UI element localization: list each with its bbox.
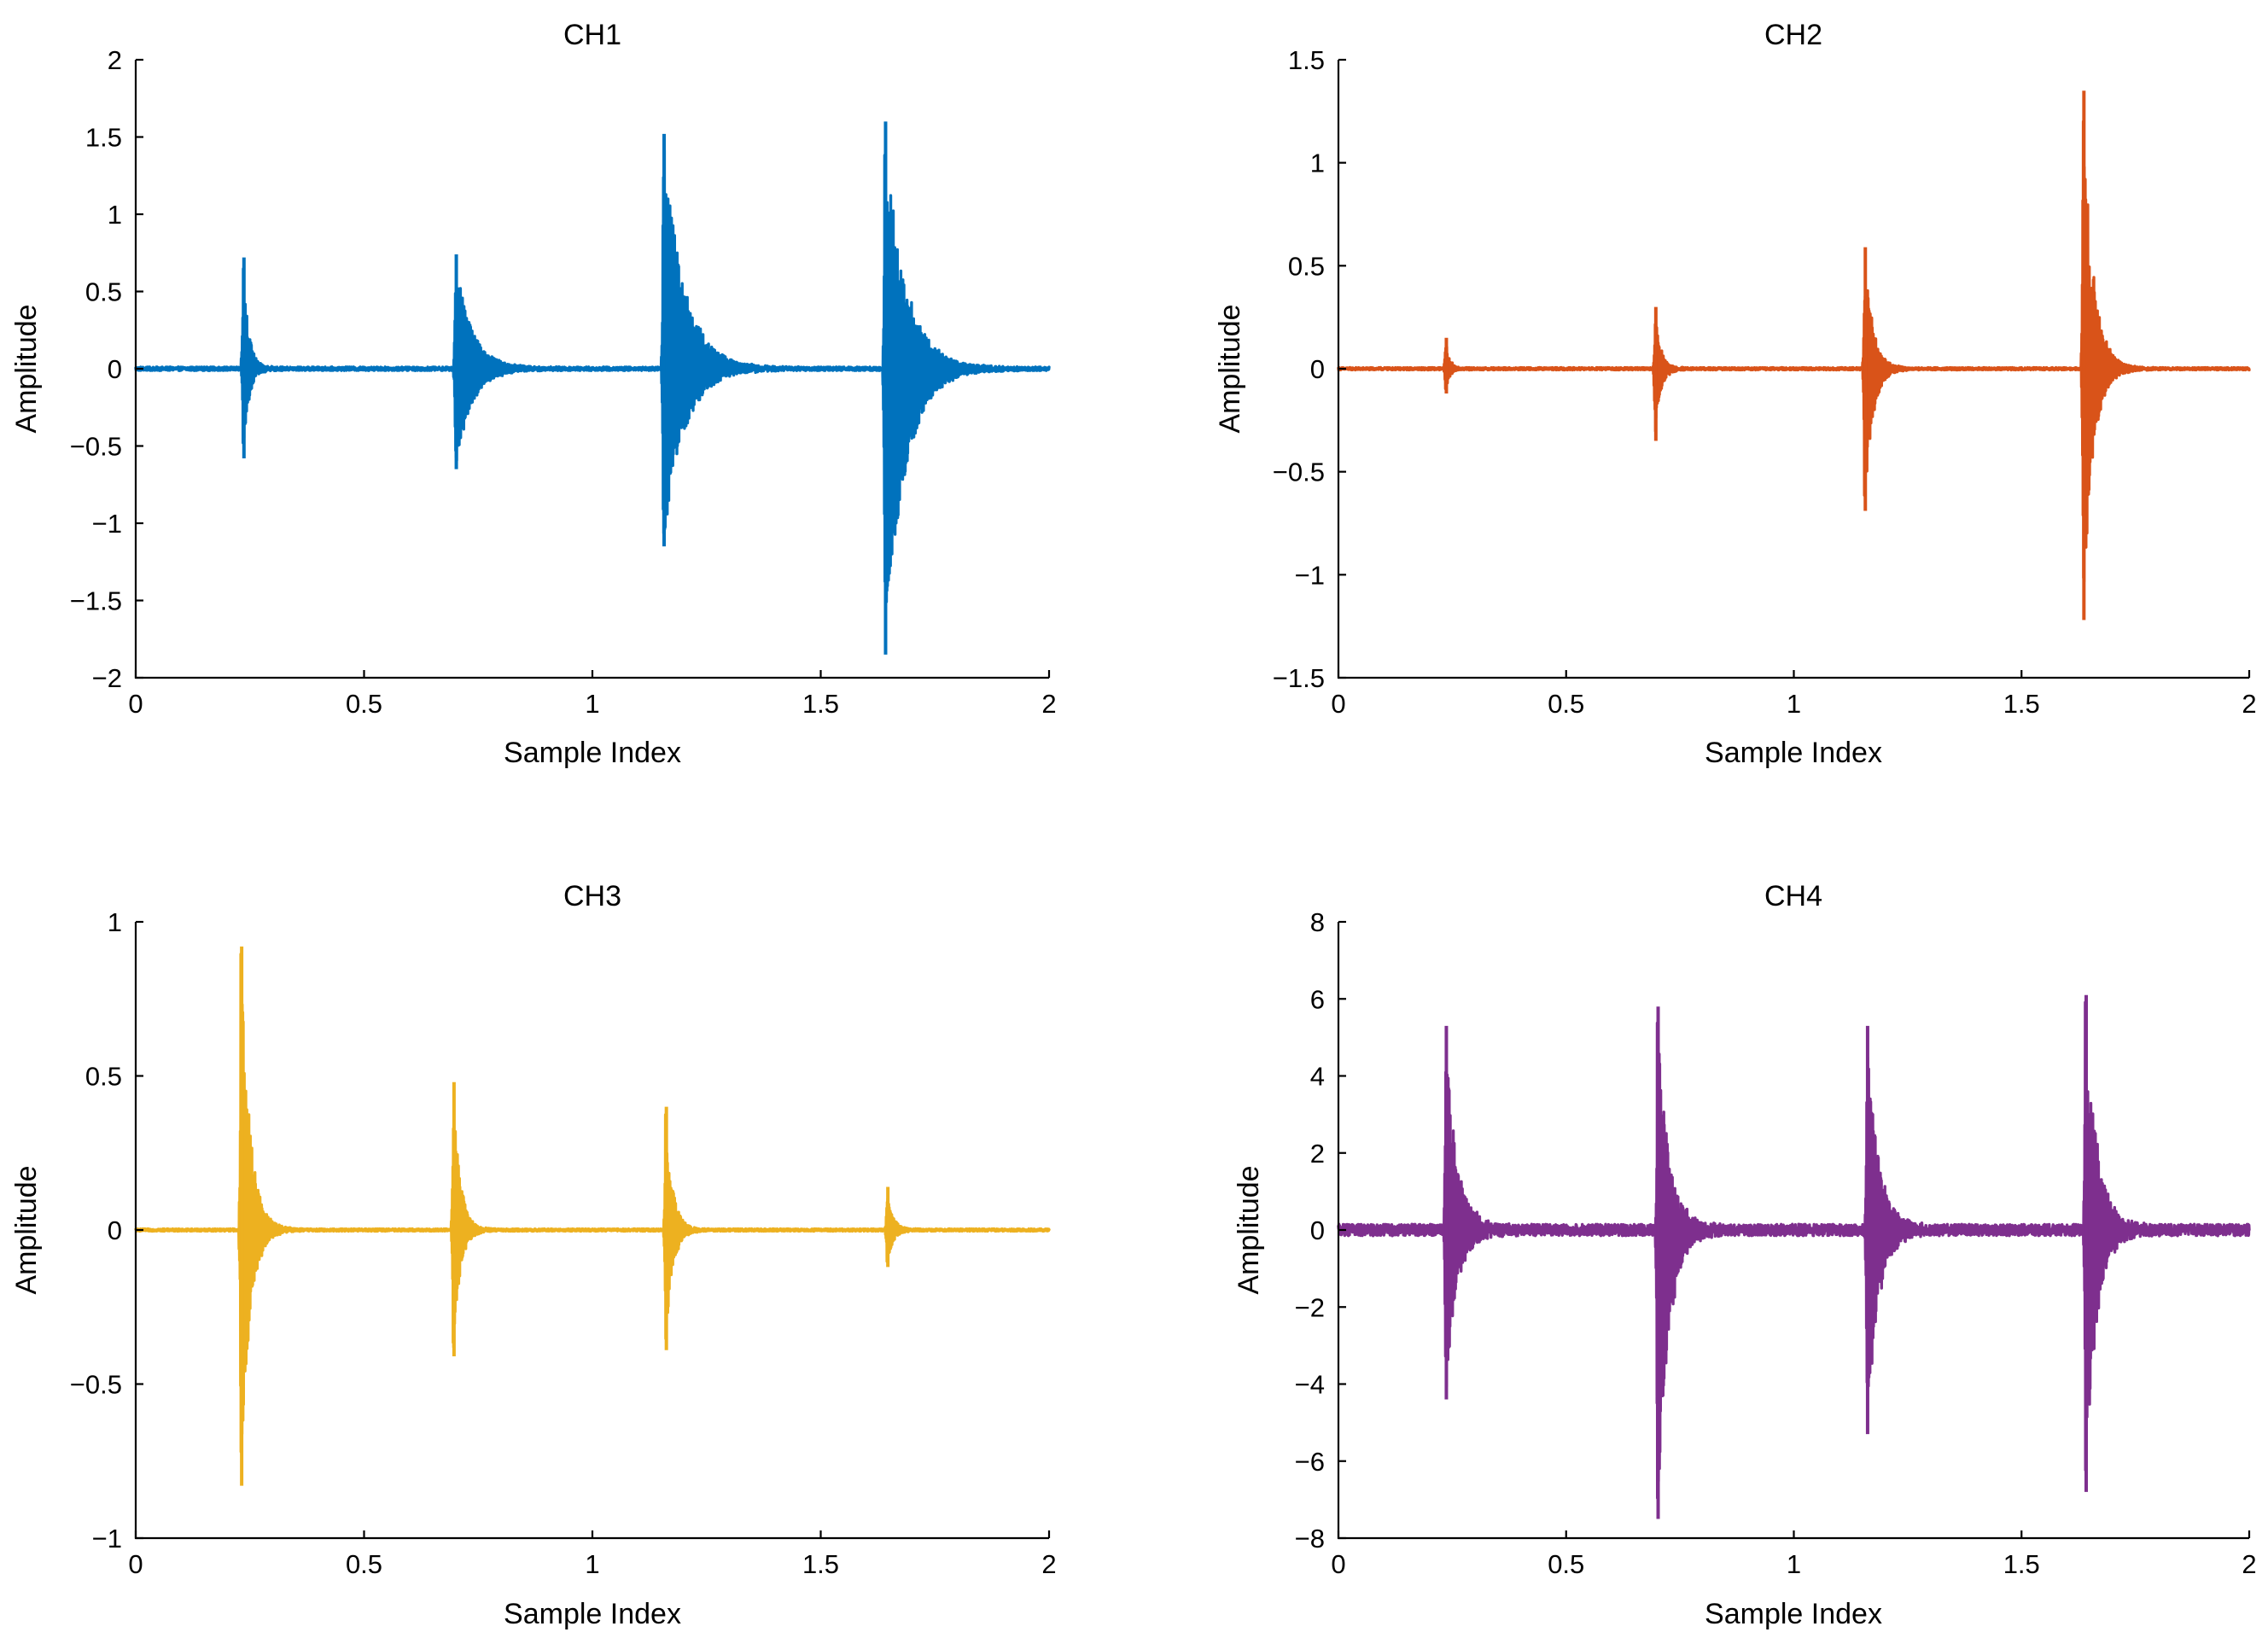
chart-title: CH3 xyxy=(563,880,621,912)
x-tick-label: 1 xyxy=(1787,1549,1801,1579)
y-tick-label: −2 xyxy=(92,663,122,693)
y-tick-label: 4 xyxy=(1310,1062,1325,1092)
y-tick-label: 0.5 xyxy=(85,1062,122,1092)
y-axis-label: Amplitude xyxy=(10,1165,43,1294)
x-tick-label: 1 xyxy=(585,1549,599,1579)
x-axis-label: Sample Index xyxy=(504,1598,681,1630)
x-tick-label: 0 xyxy=(128,689,143,719)
y-tick-label: −4 xyxy=(1295,1370,1325,1400)
y-tick-label: 1 xyxy=(108,200,122,230)
y-tick-label: 0.5 xyxy=(85,277,122,307)
series-line-ch3 xyxy=(134,953,1051,1454)
y-tick-label: −8 xyxy=(1295,1524,1325,1553)
y-tick-label: −6 xyxy=(1295,1447,1325,1477)
y-tick-label: 1.5 xyxy=(85,123,122,153)
y-tick-label: −1.5 xyxy=(1273,663,1325,693)
y-tick-label: 0 xyxy=(1310,1215,1325,1245)
y-tick-label: −1 xyxy=(1295,560,1325,590)
x-tick-label: 0.5 xyxy=(1548,1549,1584,1579)
series-line-ch2 xyxy=(1337,119,2251,583)
x-tick-label: 2 xyxy=(1041,689,1056,719)
y-tick-label: −1.5 xyxy=(70,586,122,616)
chart-panel-ch3: CH3 0 0.5 1 1.5 2 −1 −0.5 0 0.5 1 Sample Index Am… xyxy=(10,880,1057,1630)
y-tick-label: −0.5 xyxy=(70,1370,122,1400)
y-tick-label: 0 xyxy=(108,1215,122,1245)
x-tick-label: 0 xyxy=(1331,1549,1345,1579)
series-line-ch4 xyxy=(1337,1000,2251,1500)
chart-title: CH1 xyxy=(563,19,621,51)
x-tick-label: 2 xyxy=(1041,1549,1056,1579)
x-tick-label: 0.5 xyxy=(346,689,382,719)
x-tick-label: 1 xyxy=(1787,689,1801,719)
y-tick-label: 0 xyxy=(1310,354,1325,384)
x-tick-label: 0 xyxy=(1331,689,1345,719)
y-tick-label: 0 xyxy=(108,354,122,384)
y-tick-label: 1 xyxy=(108,907,122,937)
x-tick-label: 0 xyxy=(128,1549,143,1579)
y-tick-label: 8 xyxy=(1310,907,1325,937)
chart-panel-ch1: CH1 0 0.5 1 1.5 2 −2 −1.5 −1 −0.5 0 0.5 1 1.5 2 Sampl… xyxy=(10,19,1057,769)
y-tick-label: 6 xyxy=(1310,984,1325,1014)
y-tick-label: 1 xyxy=(1310,149,1325,178)
x-tick-label: 1.5 xyxy=(2003,689,2040,719)
y-tick-label: −0.5 xyxy=(70,432,122,462)
y-tick-label: 0.5 xyxy=(1288,251,1325,281)
y-tick-label: 2 xyxy=(108,45,122,75)
y-tick-label: −1 xyxy=(92,1524,122,1553)
chart-panel-ch2: CH2 0 0.5 1 1.5 2 −1.5 −1 −0.5 0 0.5 1 1.5 Sample I… xyxy=(1214,19,2257,769)
x-tick-label: 2 xyxy=(2242,1549,2256,1579)
x-tick-label: 1.5 xyxy=(2003,1549,2040,1579)
y-axis-label: Amplitude xyxy=(10,304,43,433)
x-tick-label: 1 xyxy=(585,689,599,719)
chart-title: CH2 xyxy=(1764,19,1822,51)
series-line-ch1 xyxy=(134,149,1051,603)
x-axis-label: Sample Index xyxy=(1705,1598,1882,1630)
x-axis-label: Sample Index xyxy=(1705,737,1882,769)
y-axis-label: Amplitude xyxy=(1233,1165,1265,1294)
x-tick-label: 2 xyxy=(2242,689,2256,719)
x-tick-label: 0.5 xyxy=(1548,689,1584,719)
x-tick-label: 1.5 xyxy=(802,689,839,719)
x-tick-label: 1.5 xyxy=(802,1549,839,1579)
y-tick-label: −1 xyxy=(92,509,122,539)
y-tick-label: −0.5 xyxy=(1273,458,1325,487)
y-tick-label: −2 xyxy=(1295,1292,1325,1322)
x-axis-label: Sample Index xyxy=(504,737,681,769)
y-tick-label: 1.5 xyxy=(1288,45,1325,75)
y-axis-label: Amplitude xyxy=(1214,304,1246,433)
y-tick-label: 2 xyxy=(1310,1139,1325,1169)
x-tick-label: 0.5 xyxy=(346,1549,382,1579)
chart-title: CH4 xyxy=(1764,880,1822,912)
